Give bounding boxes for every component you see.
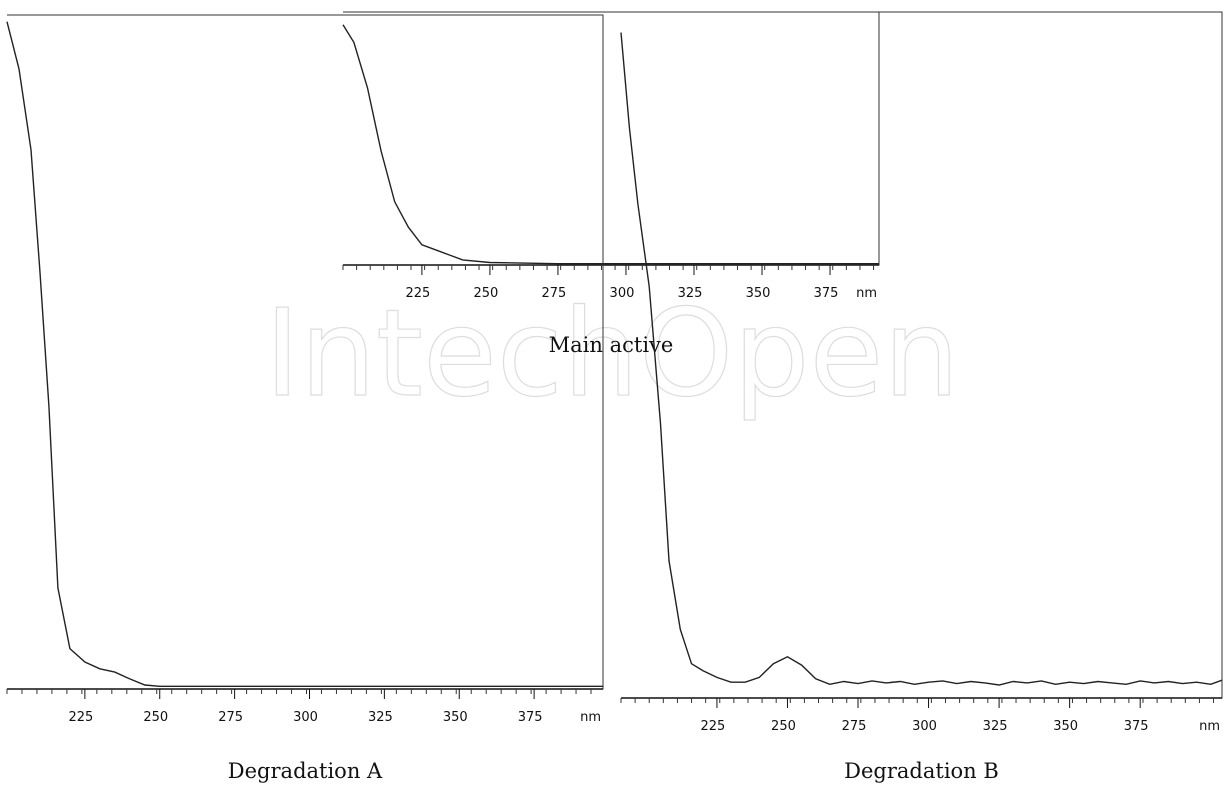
x-tick-label: 375 (814, 286, 839, 301)
x-tick-label: 250 (143, 710, 168, 725)
x-tick-label: 250 (771, 719, 796, 734)
x-tick-label: 325 (678, 286, 703, 301)
x-tick-label: 250 (474, 286, 499, 301)
x-tick-label: 350 (443, 710, 468, 725)
x-tick-label: 300 (610, 286, 635, 301)
x-tick-label: 275 (842, 719, 867, 734)
spectrum-line (342, 24, 879, 265)
x-tick-label: 300 (912, 719, 937, 734)
x-tick-label: 225 (405, 286, 430, 301)
plot-frame (343, 11, 880, 266)
x-axis-label: nm (580, 710, 601, 725)
watermark: IntechOpen (265, 285, 960, 424)
x-tick-label: 350 (746, 286, 771, 301)
x-tick-label: 325 (983, 719, 1008, 734)
spectrum-line (620, 32, 1223, 686)
chart-caption: Degradation B (844, 759, 999, 783)
x-axis-label: nm (1199, 719, 1220, 734)
chart-caption: Main active (549, 333, 674, 357)
x-tick-label: 350 (1053, 719, 1078, 734)
x-tick-label: 375 (1124, 719, 1149, 734)
x-tick-label: 225 (701, 719, 726, 734)
spectrum-line (6, 21, 603, 687)
x-tick-label: 225 (68, 710, 93, 725)
x-tick-label: 275 (218, 710, 243, 725)
x-tick-label: 275 (542, 286, 567, 301)
x-axis-label: nm (856, 286, 877, 301)
chart-caption: Degradation A (228, 759, 383, 783)
x-tick-label: 375 (518, 710, 543, 725)
x-tick-label: 300 (293, 710, 318, 725)
x-tick-label: 325 (368, 710, 393, 725)
